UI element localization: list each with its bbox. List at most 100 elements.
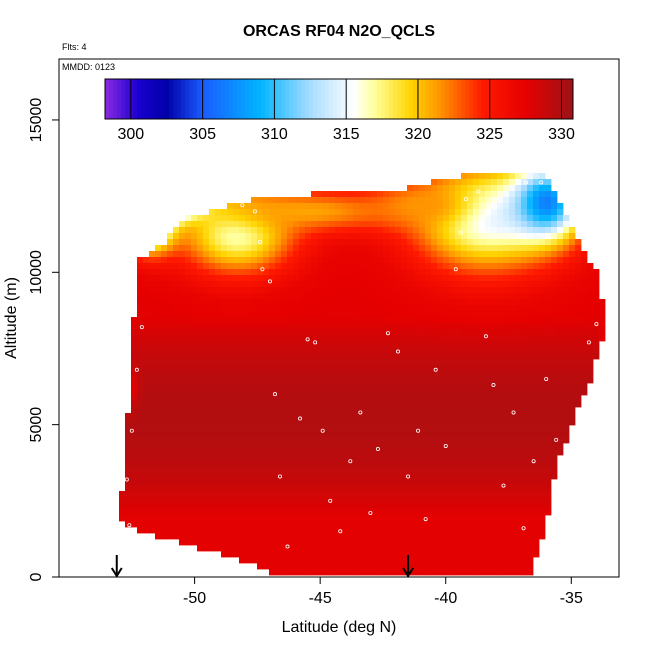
heatmap-cell: [503, 221, 510, 228]
heatmap-cell: [533, 191, 540, 198]
heatmap-cell: [407, 419, 414, 426]
heatmap-cell: [227, 245, 234, 252]
heatmap-cell: [383, 533, 390, 540]
colorbar-cell: [441, 79, 446, 119]
heatmap-cell: [527, 233, 534, 240]
heatmap-cell: [527, 563, 534, 570]
heatmap-cell: [335, 251, 342, 258]
heatmap-cell: [335, 203, 342, 210]
heatmap-cell: [263, 473, 270, 480]
heatmap-cell: [383, 461, 390, 468]
heatmap-cell: [257, 407, 264, 414]
heatmap-cell: [419, 197, 426, 204]
heatmap-cell: [317, 353, 324, 360]
heatmap-cell: [431, 227, 438, 234]
heatmap-cell: [467, 275, 474, 282]
heatmap-cell: [401, 299, 408, 306]
heatmap-cell: [335, 233, 342, 240]
heatmap-cell: [497, 557, 504, 564]
heatmap-cell: [365, 377, 372, 384]
heatmap-cell: [539, 455, 546, 462]
heatmap-cell: [311, 305, 318, 312]
heatmap-cell: [215, 353, 222, 360]
heatmap-cell: [179, 527, 186, 534]
heatmap-cell: [341, 515, 348, 522]
heatmap-cell: [419, 191, 426, 198]
heatmap-cell: [347, 503, 354, 510]
heatmap-cell: [533, 287, 540, 294]
heatmap-cell: [323, 209, 330, 216]
heatmap-cell: [383, 239, 390, 246]
heatmap-cell: [125, 413, 132, 420]
heatmap-cell: [551, 239, 558, 246]
heatmap-cell: [497, 179, 504, 186]
heatmap-cell: [491, 461, 498, 468]
heatmap-cell: [125, 503, 132, 510]
heatmap-cell: [593, 311, 600, 318]
heatmap-cell: [209, 245, 216, 252]
heatmap-cell: [431, 383, 438, 390]
heatmap-cell: [569, 287, 576, 294]
heatmap-cell: [311, 491, 318, 498]
heatmap-cell: [479, 305, 486, 312]
heatmap-cell: [509, 413, 516, 420]
heatmap-cell: [305, 203, 312, 210]
heatmap-cell: [299, 335, 306, 342]
heatmap-cell: [323, 197, 330, 204]
heatmap-cell: [257, 275, 264, 282]
heatmap-cell: [407, 221, 414, 228]
heatmap-cell: [155, 449, 162, 456]
heatmap-cell: [533, 509, 540, 516]
heatmap-cell: [143, 335, 150, 342]
heatmap-cell: [455, 407, 462, 414]
heatmap-cell: [569, 311, 576, 318]
heatmap-cell: [515, 419, 522, 426]
heatmap-cell: [305, 569, 312, 576]
heatmap-cell: [419, 377, 426, 384]
heatmap-cell: [383, 377, 390, 384]
heatmap-cell: [353, 377, 360, 384]
heatmap-cell: [263, 377, 270, 384]
sample-point: [210, 192, 215, 197]
heatmap-cell: [281, 515, 288, 522]
heatmap-cell: [275, 353, 282, 360]
heatmap-cell: [173, 455, 180, 462]
heatmap-cell: [257, 233, 264, 240]
heatmap-cell: [173, 533, 180, 540]
heatmap-cell: [167, 491, 174, 498]
colorbar-cell: [497, 79, 502, 119]
heatmap-cell: [179, 461, 186, 468]
heatmap-cell: [389, 407, 396, 414]
heatmap-cell: [569, 281, 576, 288]
heatmap-cell: [311, 359, 318, 366]
heatmap-cell: [329, 281, 336, 288]
heatmap-cell: [455, 437, 462, 444]
heatmap-cell: [521, 449, 528, 456]
heatmap-cell: [407, 455, 414, 462]
heatmap-cell: [533, 425, 540, 432]
heatmap-cell: [227, 347, 234, 354]
heatmap-cell: [515, 539, 522, 546]
heatmap-cell: [161, 407, 168, 414]
heatmap-cell: [581, 311, 588, 318]
heatmap-cell: [485, 185, 492, 192]
heatmap-cell: [155, 335, 162, 342]
heatmap-cell: [347, 497, 354, 504]
heatmap-cell: [443, 341, 450, 348]
heatmap-cell: [389, 281, 396, 288]
heatmap-cell: [407, 185, 414, 192]
heatmap-cell: [167, 419, 174, 426]
heatmap-cell: [311, 395, 318, 402]
heatmap-cell: [521, 335, 528, 342]
heatmap-cell: [479, 191, 486, 198]
heatmap-cell: [317, 461, 324, 468]
heatmap-cell: [455, 395, 462, 402]
heatmap-cell: [263, 353, 270, 360]
heatmap-cell: [293, 383, 300, 390]
heatmap-cell: [197, 425, 204, 432]
colorbar-cell: [529, 79, 534, 119]
heatmap-cell: [521, 203, 528, 210]
heatmap-cell: [425, 287, 432, 294]
heatmap-cell: [209, 437, 216, 444]
heatmap-cell: [173, 365, 180, 372]
